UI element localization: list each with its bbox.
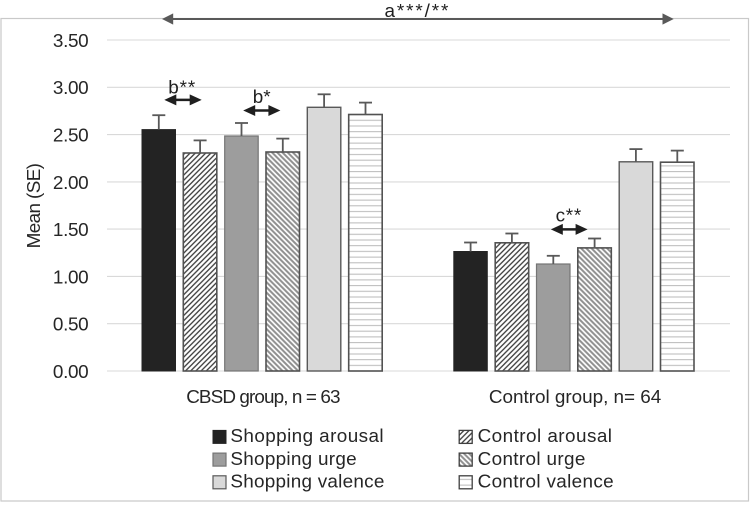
svg-text:Control group, n= 64: Control group, n= 64 [489,387,661,408]
svg-text:2.00: 2.00 [53,173,88,194]
svg-text:Control urge: Control urge [478,449,586,470]
svg-text:CBSD group, n = 63: CBSD group, n = 63 [186,387,340,408]
svg-text:0.00: 0.00 [53,362,88,383]
svg-text:Shopping urge: Shopping urge [230,449,357,470]
svg-text:c**: c** [556,205,582,226]
svg-text:Shopping arousal: Shopping arousal [230,426,384,447]
svg-text:1.00: 1.00 [53,267,88,288]
svg-text:Control valence: Control valence [478,472,614,493]
svg-text:a***/**: a***/** [385,1,451,22]
svg-text:3.50: 3.50 [53,31,88,52]
svg-text:1.50: 1.50 [53,220,88,241]
svg-text:b**: b** [168,77,196,98]
svg-text:b*: b* [253,87,272,108]
svg-text:Shopping valence: Shopping valence [230,472,384,493]
svg-text:3.00: 3.00 [53,78,88,99]
svg-text:Mean (SE): Mean (SE) [24,163,45,248]
svg-text:2.50: 2.50 [53,126,88,147]
svg-text:Control arousal: Control arousal [478,426,613,447]
svg-text:0.50: 0.50 [53,315,88,336]
